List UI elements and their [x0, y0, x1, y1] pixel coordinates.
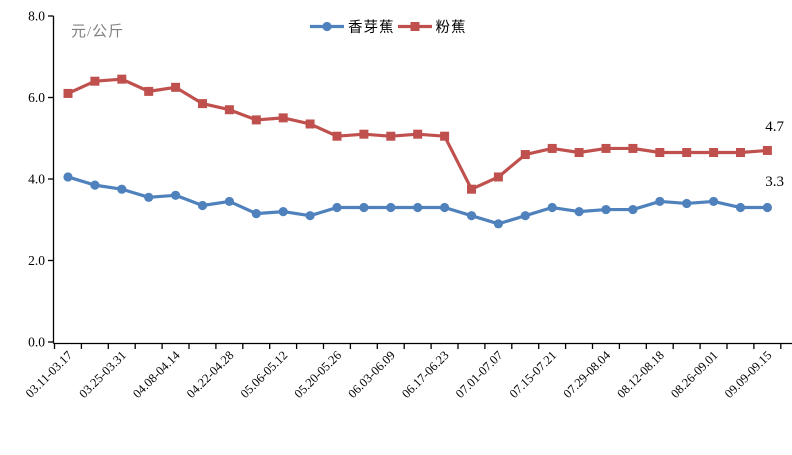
svg-text:04.22-04.28: 04.22-04.28: [184, 348, 237, 401]
svg-text:06.03-06.09: 06.03-06.09: [345, 348, 398, 401]
legend-line-circle-marker-icon: [310, 21, 344, 31]
legend-item-xiangyajiao: 香芽蕉: [309, 16, 395, 37]
svg-text:6.0: 6.0: [28, 90, 45, 105]
svg-text:07.15-07.21: 07.15-07.21: [507, 348, 560, 401]
svg-text:07.29-08.04: 07.29-08.04: [560, 348, 613, 401]
legend-line-square-marker-icon: [397, 21, 432, 31]
legend-label-fenjiao: 粉蕉: [435, 19, 467, 36]
svg-text:2.0: 2.0: [28, 253, 45, 268]
svg-text:04.08-04.14: 04.08-04.14: [130, 348, 183, 401]
svg-text:03.11-03.17: 03.11-03.17: [23, 348, 75, 400]
svg-text:03.25-03.31: 03.25-03.31: [76, 348, 129, 401]
legend-label-xiangyajiao: 香芽蕉: [348, 19, 395, 36]
legend-item-fenjiao: 粉蕉: [397, 16, 467, 37]
legend: 香芽蕉 粉蕉: [309, 16, 467, 37]
svg-text:08.12-08.18: 08.12-08.18: [614, 348, 667, 401]
svg-text:05.06-05.12: 05.06-05.12: [238, 348, 291, 401]
svg-text:0.0: 0.0: [28, 335, 45, 350]
svg-text:08.26-09.01: 08.26-09.01: [668, 348, 721, 401]
svg-text:07.01-07.07: 07.01-07.07: [453, 348, 506, 401]
svg-text:06.17-06.23: 06.17-06.23: [399, 348, 452, 401]
svg-text:4.0: 4.0: [28, 172, 45, 187]
y-axis-unit-label: 元/公斤: [71, 24, 125, 40]
series-end-value-xiangyajiao: 3.3: [765, 174, 784, 190]
svg-text:8.0: 8.0: [28, 9, 45, 24]
series-end-value-fenjiao: 4.7: [765, 119, 784, 135]
svg-text:05.20-05.26: 05.20-05.26: [291, 348, 344, 401]
svg-text:09.09-09.15: 09.09-09.15: [722, 348, 775, 401]
